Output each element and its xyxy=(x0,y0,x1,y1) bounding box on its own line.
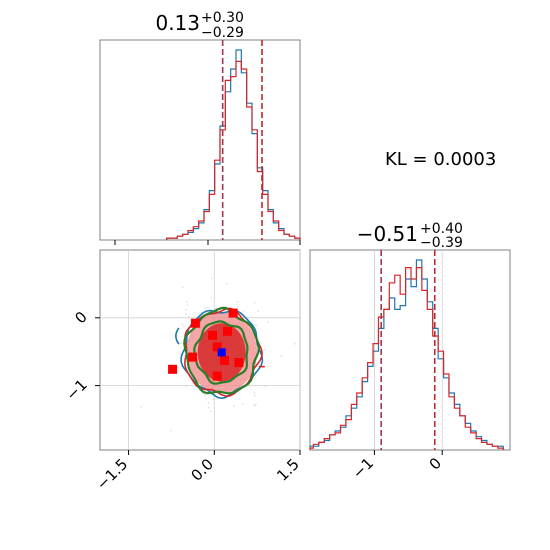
sample-point xyxy=(263,348,266,351)
panel-title-lower: −0.29 xyxy=(201,25,244,41)
sample-point xyxy=(186,303,189,306)
sample-point xyxy=(253,404,256,407)
sample-point xyxy=(253,394,256,397)
sample-point xyxy=(140,405,143,408)
sample-point xyxy=(264,384,267,387)
red-marker xyxy=(228,308,238,318)
sample-point xyxy=(207,402,210,405)
panel-frame xyxy=(99,39,301,241)
red-marker xyxy=(222,326,232,336)
sample-point xyxy=(236,305,239,308)
sample-point xyxy=(233,405,236,408)
sample-point xyxy=(242,310,245,313)
histogram-panel-top-left: 0.13 +0.30 −0.29 xyxy=(99,10,301,245)
sample-point xyxy=(253,391,256,394)
contour-line xyxy=(193,320,249,385)
histogram-series-b xyxy=(166,60,301,240)
sample-point xyxy=(255,324,258,327)
sample-point xyxy=(267,321,270,324)
sample-point xyxy=(225,282,228,285)
sample-point xyxy=(177,367,180,370)
sample-point xyxy=(207,406,210,409)
red-marker xyxy=(168,364,178,374)
panel-title-upper: +0.30 xyxy=(201,10,244,26)
panel-title-main: 0.13 xyxy=(155,11,200,35)
x-tick-label: −1.5 xyxy=(93,455,131,493)
sample-point xyxy=(205,397,208,400)
sample-point xyxy=(182,325,185,328)
sample-point xyxy=(254,376,257,379)
sample-point xyxy=(209,410,212,413)
histogram-series-a xyxy=(309,259,504,450)
sample-point xyxy=(203,394,206,397)
sample-point xyxy=(212,398,215,401)
x-tick-label: 0 xyxy=(426,454,445,473)
sample-point xyxy=(203,306,206,309)
panel-frame xyxy=(309,249,511,451)
sample-point xyxy=(185,313,188,316)
red-marker xyxy=(220,356,230,366)
sample-point xyxy=(210,296,213,299)
panel-title-main: −0.51 xyxy=(357,222,418,246)
x-tick-label: 0.0 xyxy=(188,455,218,485)
panel-title-upper: +0.40 xyxy=(420,221,463,237)
red-marker xyxy=(212,371,222,381)
y-tick-label: −1 xyxy=(62,376,90,404)
sample-point xyxy=(185,300,188,303)
red-marker xyxy=(208,330,218,340)
sample-point xyxy=(280,355,283,358)
sample-point xyxy=(257,310,260,313)
y-tick-label: 0 xyxy=(71,308,90,327)
blue-marker xyxy=(217,348,226,357)
scatter-contour-panel: −1.5 0.0 1.5 0 −1 xyxy=(62,249,303,494)
sample-point xyxy=(206,306,209,309)
red-marker xyxy=(234,358,244,368)
sample-point xyxy=(185,309,188,312)
sample-point xyxy=(169,429,172,432)
sample-point xyxy=(210,277,213,280)
sample-point xyxy=(254,403,257,406)
red-marker xyxy=(188,352,198,362)
kl-annotation: KL = 0.0003 xyxy=(385,149,496,170)
sample-point xyxy=(241,402,244,405)
sample-point xyxy=(181,286,184,289)
panel-title-lower: −0.39 xyxy=(420,235,463,251)
histogram-series-a xyxy=(166,49,301,240)
sample-point xyxy=(294,342,297,345)
histogram-series-b xyxy=(309,267,504,450)
red-marker xyxy=(190,318,200,328)
x-tick-label: −1 xyxy=(349,454,377,482)
sample-point xyxy=(253,301,256,304)
sample-point xyxy=(181,323,184,326)
sample-point xyxy=(179,352,182,355)
sample-point xyxy=(185,385,188,388)
contour-line xyxy=(183,306,261,395)
sample-point xyxy=(236,301,239,304)
histogram-panel-bottom-right: −1 0 −0.51 +0.40 −0.39 xyxy=(309,221,511,482)
contour-tail xyxy=(175,327,180,345)
red-marker xyxy=(212,342,222,352)
sample-point xyxy=(187,315,190,318)
x-tick-label: 1.5 xyxy=(273,455,303,485)
